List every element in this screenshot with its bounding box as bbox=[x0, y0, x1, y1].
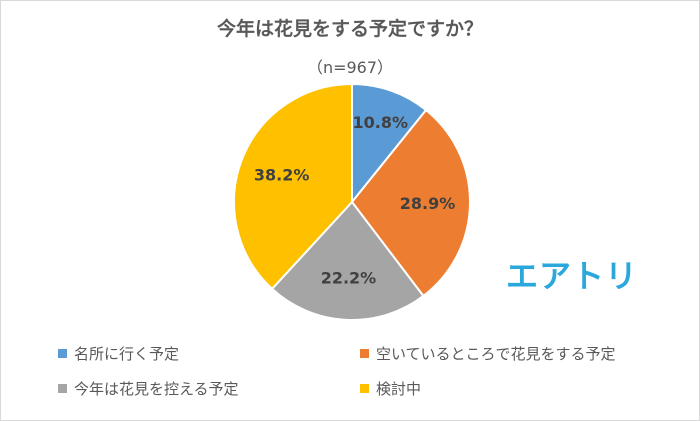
chart-subtitle: （n=967） bbox=[306, 58, 394, 77]
legend-label-2: 空いているところで花見をする予定 bbox=[376, 345, 616, 363]
legend-item-4: 検討中 bbox=[360, 378, 421, 399]
legend-label-4: 検討中 bbox=[376, 380, 422, 398]
airtrip-logo: エアトリ bbox=[506, 257, 639, 295]
data-label-4: 38.2% bbox=[254, 166, 310, 185]
pie-slice-2 bbox=[350, 108, 471, 298]
legend-swatch-2 bbox=[360, 349, 369, 358]
data-label-2: 28.9% bbox=[400, 194, 456, 213]
pie-slice-3 bbox=[270, 200, 425, 321]
legend-label-3: 今年は花見を控える予定 bbox=[74, 380, 239, 398]
legend-item-2: 空いているところで花見をする予定 bbox=[360, 343, 616, 364]
legend-label-1: 名所に行く予定 bbox=[74, 345, 180, 363]
legend-swatch-4 bbox=[360, 384, 369, 393]
pie-slice-1 bbox=[351, 82, 428, 205]
data-label-3: 22.2% bbox=[321, 268, 377, 287]
legend-swatch-1 bbox=[58, 349, 67, 358]
chart-title: 今年は花見をする予定ですか？ bbox=[216, 18, 483, 40]
legend-item-3: 今年は花見を控える予定 bbox=[58, 378, 239, 399]
data-label-1: 10.8% bbox=[352, 113, 408, 132]
legend-item-1: 名所に行く予定 bbox=[58, 343, 179, 364]
legend-swatch-3 bbox=[58, 384, 67, 393]
pie-slice-4 bbox=[233, 82, 353, 291]
